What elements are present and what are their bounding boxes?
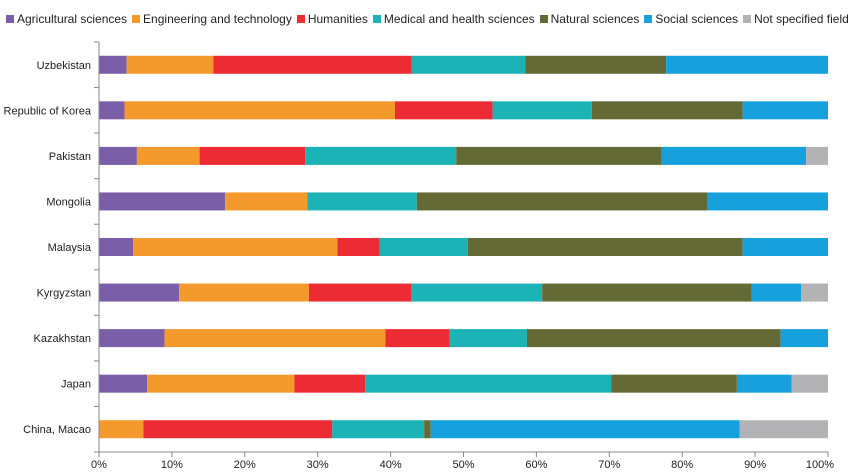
bar-segment bbox=[542, 283, 752, 302]
bar-segment bbox=[526, 329, 781, 348]
bar-segment bbox=[666, 55, 828, 74]
bar-segment bbox=[611, 374, 737, 393]
x-tick-label: 50% bbox=[452, 459, 474, 471]
x-tick-label: 80% bbox=[671, 459, 693, 471]
bar-segment bbox=[806, 146, 828, 165]
bar-segment bbox=[742, 101, 828, 120]
bar-segment bbox=[337, 238, 380, 256]
y-tick-label: China, Macao bbox=[23, 424, 91, 436]
bar-segment bbox=[179, 283, 309, 302]
bar-segment bbox=[394, 101, 493, 120]
bar-segment bbox=[591, 101, 743, 120]
bar-segment bbox=[126, 55, 214, 74]
bar-segment bbox=[332, 420, 425, 439]
bar-segment bbox=[147, 374, 295, 393]
legend-label: Agricultural sciences bbox=[17, 12, 128, 26]
bar-segment bbox=[99, 146, 137, 165]
x-tick-label: 20% bbox=[234, 459, 256, 471]
bar-segment bbox=[525, 55, 667, 74]
bar-segment bbox=[99, 329, 165, 348]
x-tick-label: 70% bbox=[598, 459, 620, 471]
legend-swatch bbox=[743, 15, 752, 23]
bar-segment bbox=[99, 374, 148, 393]
y-tick-label: Mongolia bbox=[46, 196, 92, 208]
legend-swatch bbox=[6, 15, 14, 23]
x-tick-label: 60% bbox=[525, 459, 547, 471]
x-tick-label: 30% bbox=[307, 459, 329, 471]
legend-label: Humanities bbox=[307, 12, 368, 26]
legend-label: Natural sciences bbox=[550, 12, 640, 26]
legend-item: Agricultural sciences bbox=[6, 12, 127, 26]
y-tick-label: Malaysia bbox=[48, 242, 92, 254]
bar-segment bbox=[124, 101, 395, 120]
legend-item: Social sciences bbox=[644, 12, 738, 26]
bar-segment bbox=[133, 238, 338, 256]
bar-segment bbox=[213, 55, 412, 74]
bar-segment bbox=[365, 374, 612, 393]
bar-segment bbox=[780, 329, 828, 348]
bar-segment bbox=[467, 238, 743, 256]
x-tick-label: 100% bbox=[806, 459, 834, 471]
bar-segment bbox=[164, 329, 386, 348]
legend-item: Not specified fields bbox=[743, 12, 848, 26]
bar-segment bbox=[305, 146, 457, 165]
y-tick-label: Kyrgyzstan bbox=[37, 288, 91, 300]
bar-segment bbox=[308, 283, 412, 302]
bar-segment bbox=[99, 283, 180, 302]
y-tick-label: Uzbekistan bbox=[37, 60, 91, 72]
bar-segment bbox=[430, 420, 740, 439]
y-tick-label: Pakistan bbox=[49, 151, 91, 163]
bar-segment bbox=[416, 192, 708, 211]
bar-segment bbox=[99, 101, 125, 120]
x-tick-label: 0% bbox=[91, 459, 107, 471]
legend-label: Not specified fields bbox=[754, 12, 848, 26]
bar-segment bbox=[225, 192, 308, 211]
bar-segment bbox=[661, 146, 807, 165]
bar-segment bbox=[307, 192, 417, 211]
legend-item: Engineering and technology bbox=[132, 12, 292, 26]
legend-item: Humanities bbox=[296, 12, 368, 26]
y-tick-label: Republic of Korea bbox=[4, 105, 92, 117]
bar-segment bbox=[424, 420, 431, 439]
bar-segment bbox=[707, 192, 828, 211]
legend-item: Natural sciences bbox=[539, 12, 640, 26]
bar-segment bbox=[492, 101, 592, 120]
bar-segment bbox=[99, 55, 127, 74]
y-tick-label: Kazakhstan bbox=[34, 333, 91, 345]
legend-swatch bbox=[644, 15, 653, 23]
bar-segment bbox=[742, 238, 828, 256]
bar-segment bbox=[379, 238, 468, 256]
x-tick-label: 10% bbox=[161, 459, 183, 471]
bar-segment bbox=[99, 420, 144, 439]
bar-segment bbox=[449, 329, 527, 348]
bar-segment bbox=[99, 192, 226, 211]
bar-segment bbox=[199, 146, 306, 165]
bar-segment bbox=[751, 283, 802, 302]
legend-swatch bbox=[539, 15, 548, 23]
legend-swatch bbox=[372, 15, 381, 23]
bar-segment bbox=[801, 283, 828, 302]
bar-segment bbox=[411, 283, 543, 302]
x-tick-label: 90% bbox=[744, 459, 766, 471]
legend-swatch bbox=[132, 15, 141, 23]
bar-segment bbox=[791, 374, 828, 393]
bar-segment bbox=[411, 55, 526, 74]
bar-segment bbox=[736, 374, 792, 393]
legend-item: Medical and health sciences bbox=[372, 12, 535, 26]
bar-segment bbox=[99, 238, 134, 256]
bar-segment bbox=[136, 146, 200, 165]
bar-segment bbox=[739, 420, 828, 439]
legend-label: Medical and health sciences bbox=[383, 12, 535, 26]
bar-segment bbox=[456, 146, 662, 165]
chart-legend: Agricultural sciences Engineering and tec… bbox=[6, 12, 848, 26]
legend-label: Social sciences bbox=[655, 12, 739, 26]
bar-segment bbox=[294, 374, 366, 393]
legend-label: Engineering and technology bbox=[143, 12, 292, 26]
bar-segment bbox=[143, 420, 333, 439]
bar-segment bbox=[385, 329, 450, 348]
y-tick-label: Japan bbox=[61, 379, 91, 391]
legend-swatch bbox=[296, 15, 305, 23]
x-tick-label: 40% bbox=[380, 459, 402, 471]
